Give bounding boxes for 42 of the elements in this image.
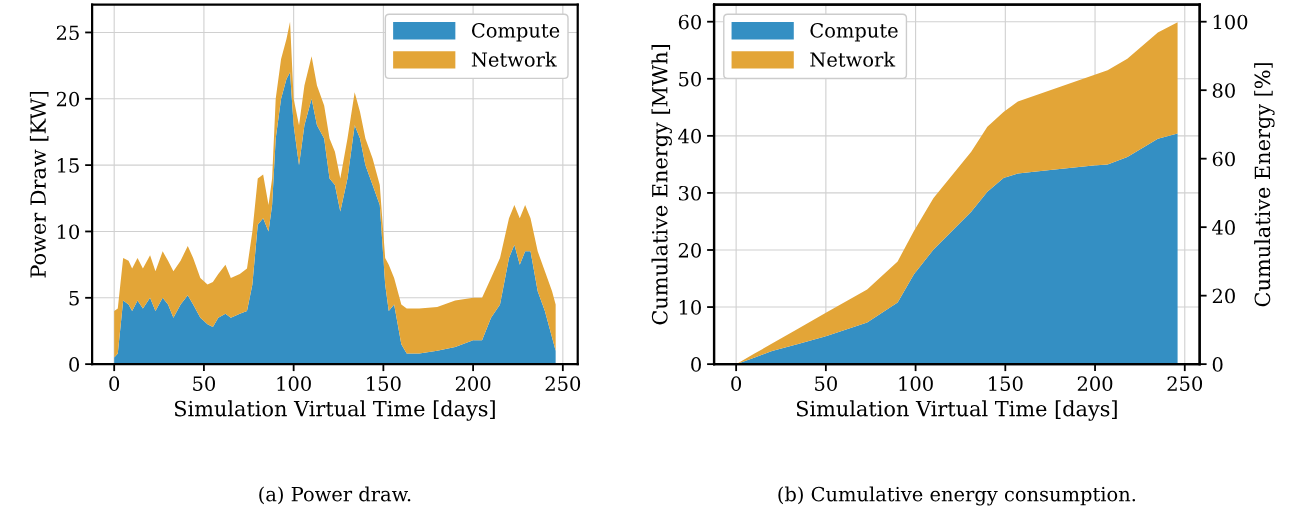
y-tick-label: 25: [56, 25, 79, 41]
x-tick-label: 50: [815, 376, 837, 391]
y-tick-label: 20: [678, 242, 701, 258]
x-tick-label: 150: [989, 376, 1023, 391]
x-tick-label: 0: [109, 376, 120, 391]
y-tick-label: 60: [678, 14, 701, 30]
text: (a) Power draw.: [259, 486, 411, 505]
y2-tick-label: 60: [1212, 151, 1235, 167]
x-tick-label: 50: [193, 376, 215, 391]
y2-tick-label: 40: [1212, 220, 1235, 235]
y-axis-title: Cumulative Energy [MWh]: [651, 44, 672, 325]
y-tick-label: 10: [679, 300, 701, 315]
text: (b) Cumulative energy consumption.: [778, 486, 1136, 506]
y2-tick-label: 20: [1212, 288, 1235, 304]
y-tick-label: 0: [69, 357, 80, 372]
y-axis-title: Power Draw [KW]: [29, 91, 49, 278]
x-axis-title: Simulation Virtual Time [days]: [175, 400, 495, 421]
y2-tick-label: 100: [1213, 14, 1248, 30]
x-tick-label: 250: [545, 376, 581, 391]
x-tick-label: 250: [1167, 376, 1203, 391]
y-tick-label: 50: [679, 71, 701, 87]
y-tick-label: 20: [56, 91, 80, 107]
y2-axis-title: Cumulative Energy [%]: [1254, 63, 1275, 307]
y-tick-label: 10: [57, 224, 80, 240]
x-axis-title: Simulation Virtual Time [days]: [796, 400, 1117, 421]
legend-label: Compute: [810, 23, 898, 42]
legend-label: Network: [471, 51, 557, 67]
x-tick-label: 200: [1077, 376, 1113, 391]
y-tick-label: 40: [678, 128, 701, 144]
x-tick-label: 100: [277, 376, 311, 391]
y-tick-label: 30: [679, 185, 701, 201]
y-tick-label: 15: [57, 158, 79, 173]
y-tick-label: 5: [69, 291, 79, 306]
y2-tick-label: 80: [1212, 83, 1235, 98]
x-tick-label: 150: [367, 376, 401, 391]
y-tick-label: 0: [691, 357, 701, 372]
x-tick-label: 100: [899, 376, 933, 391]
x-tick-label: 0: [731, 376, 742, 391]
legend-label: Network: [810, 51, 896, 67]
y2-tick-label: 0: [1212, 357, 1223, 372]
legend-label: Compute: [472, 23, 560, 42]
x-tick-label: 200: [455, 376, 491, 391]
